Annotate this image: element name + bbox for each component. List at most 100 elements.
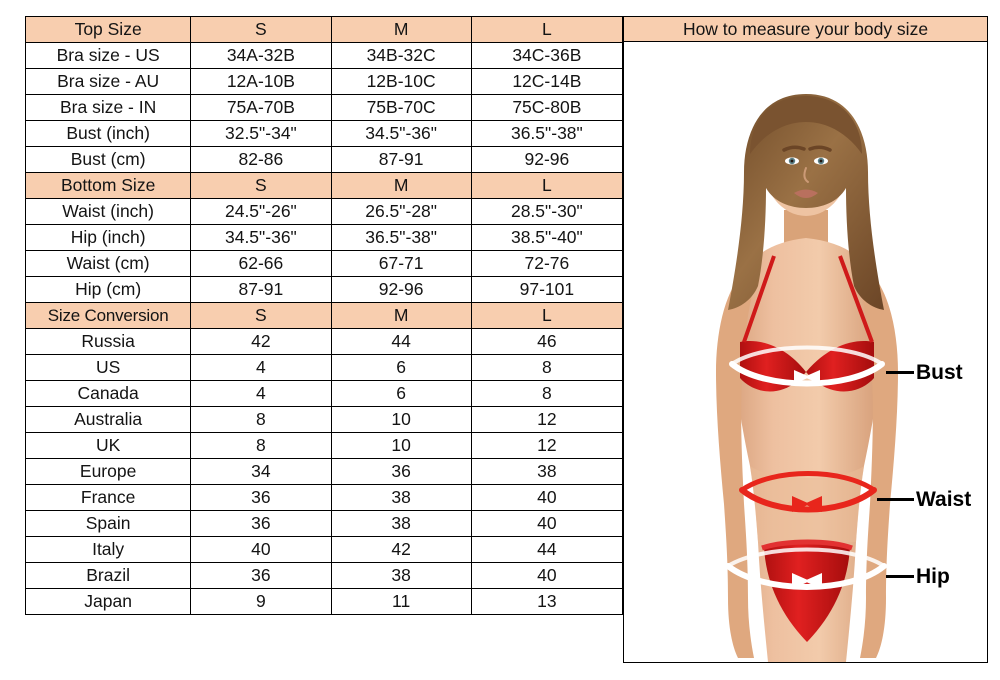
row-label: Bust (cm) xyxy=(24,146,192,173)
cell-m: 38 xyxy=(330,484,472,511)
table-row: Hip (cm) 87-91 92-96 97-101 xyxy=(24,276,624,303)
row-label: Hip (cm) xyxy=(24,276,192,303)
row-label: Spain xyxy=(24,510,192,537)
cell-s: 24.5"-26" xyxy=(190,198,332,225)
row-label: Brazil xyxy=(24,562,192,589)
cell-l: 40 xyxy=(470,510,624,537)
cell-l: 40 xyxy=(470,562,624,589)
cell-m: 36 xyxy=(330,458,472,485)
section-title: Bottom Size xyxy=(24,172,192,199)
column-header-l: L xyxy=(470,302,624,329)
cell-m: 36.5"-38" xyxy=(330,224,472,251)
cell-s: 4 xyxy=(190,354,332,381)
row-label: UK xyxy=(24,432,192,459)
cell-l: 38.5"-40" xyxy=(470,224,624,251)
table-row: Italy 40 42 44 xyxy=(24,536,624,563)
how-to-measure-panel: How to measure your body size xyxy=(623,16,988,663)
waist-leader-line xyxy=(877,498,914,501)
cell-m: 34B-32C xyxy=(330,42,472,69)
table-row: Bra size - AU 12A-10B 12B-10C 12C-14B xyxy=(24,68,624,95)
cell-s: 34A-32B xyxy=(190,42,332,69)
table-row: Bust (inch) 32.5"-34" 34.5"-36" 36.5"-38" xyxy=(24,120,624,147)
cell-m: 10 xyxy=(330,406,472,433)
how-to-measure-header: How to measure your body size xyxy=(624,17,987,42)
hip-label: Hip xyxy=(916,565,950,588)
row-label: Waist (cm) xyxy=(24,250,192,277)
table-row: Spain 36 38 40 xyxy=(24,510,624,537)
cell-m: 6 xyxy=(330,354,472,381)
cell-s: 34 xyxy=(190,458,332,485)
cell-l: 12 xyxy=(470,432,624,459)
size-chart-table: Top Size S M L Bra size - US 34A-32B 34B-32C 34… xyxy=(24,16,624,615)
cell-m: 34.5"-36" xyxy=(330,120,472,147)
cell-l: 44 xyxy=(470,536,624,563)
row-label: Europe xyxy=(24,458,192,485)
cell-l: 46 xyxy=(470,328,624,355)
table-row: Europe 34 36 38 xyxy=(24,458,624,485)
cell-s: 87-91 xyxy=(190,276,332,303)
section-title: Size Conversion xyxy=(24,302,192,329)
table-row: Bra size - IN 75A-70B 75B-70C 75C-80B xyxy=(24,94,624,121)
cell-m: 26.5"-28" xyxy=(330,198,472,225)
table-row: Brazil 36 38 40 xyxy=(24,562,624,589)
how-to-measure-title: How to measure your body size xyxy=(682,18,929,39)
row-label: Australia xyxy=(24,406,192,433)
waist-label: Waist xyxy=(916,488,972,511)
cell-s: 75A-70B xyxy=(190,94,332,121)
cell-l: 8 xyxy=(470,380,624,407)
cell-m: 67-71 xyxy=(330,250,472,277)
table-row: Bra size - US 34A-32B 34B-32C 34C-36B xyxy=(24,42,624,69)
cell-l: 36.5"-38" xyxy=(470,120,624,147)
column-header-s: S xyxy=(190,172,332,199)
cell-s: 8 xyxy=(190,432,332,459)
section-title: Top Size xyxy=(24,16,192,43)
cell-l: 34C-36B xyxy=(470,42,624,69)
cell-s: 36 xyxy=(190,562,332,589)
bust-measure-arc xyxy=(729,345,885,387)
cell-s: 42 xyxy=(190,328,332,355)
row-label: Italy xyxy=(24,536,192,563)
row-label: Russia xyxy=(24,328,192,355)
row-label: Waist (inch) xyxy=(24,198,192,225)
cell-m: 75B-70C xyxy=(330,94,472,121)
waist-measure-arc xyxy=(739,471,877,513)
column-header-m: M xyxy=(330,172,472,199)
table-row: France 36 38 40 xyxy=(24,484,624,511)
table-row: Japan 9 11 13 xyxy=(24,588,624,615)
cell-l: 92-96 xyxy=(470,146,624,173)
cell-s: 12A-10B xyxy=(190,68,332,95)
section-header-row: Bottom Size S M L xyxy=(24,172,624,199)
cell-s: 36 xyxy=(190,510,332,537)
column-header-m: M xyxy=(330,302,472,329)
bust-leader-line xyxy=(886,371,914,374)
cell-m: 42 xyxy=(330,536,472,563)
table-row: Canada 4 6 8 xyxy=(24,380,624,407)
table-row: Australia 8 10 12 xyxy=(24,406,624,433)
row-label: Canada xyxy=(24,380,192,407)
row-label: France xyxy=(24,484,192,511)
row-label: Bra size - IN xyxy=(24,94,192,121)
cell-m: 44 xyxy=(330,328,472,355)
cell-l: 8 xyxy=(470,354,624,381)
table-row: Waist (inch) 24.5"-26" 26.5"-28" 28.5"-30" xyxy=(24,198,624,225)
row-label: Hip (inch) xyxy=(24,224,192,251)
cell-m: 92-96 xyxy=(330,276,472,303)
hip-measure-arc xyxy=(725,547,887,590)
model-illustration xyxy=(624,42,987,662)
row-label: Bust (inch) xyxy=(24,120,192,147)
row-label: US xyxy=(24,354,192,381)
cell-l: 40 xyxy=(470,484,624,511)
cell-l: 75C-80B xyxy=(470,94,624,121)
cell-s: 36 xyxy=(190,484,332,511)
cell-s: 34.5"-36" xyxy=(190,224,332,251)
cell-m: 6 xyxy=(330,380,472,407)
column-header-l: L xyxy=(470,16,624,43)
cell-m: 12B-10C xyxy=(330,68,472,95)
table-row: Russia 42 44 46 xyxy=(24,328,624,355)
cell-l: 28.5"-30" xyxy=(470,198,624,225)
cell-s: 9 xyxy=(190,588,332,615)
row-label: Japan xyxy=(24,588,192,615)
cell-m: 10 xyxy=(330,432,472,459)
cell-l: 72-76 xyxy=(470,250,624,277)
cell-m: 87-91 xyxy=(330,146,472,173)
